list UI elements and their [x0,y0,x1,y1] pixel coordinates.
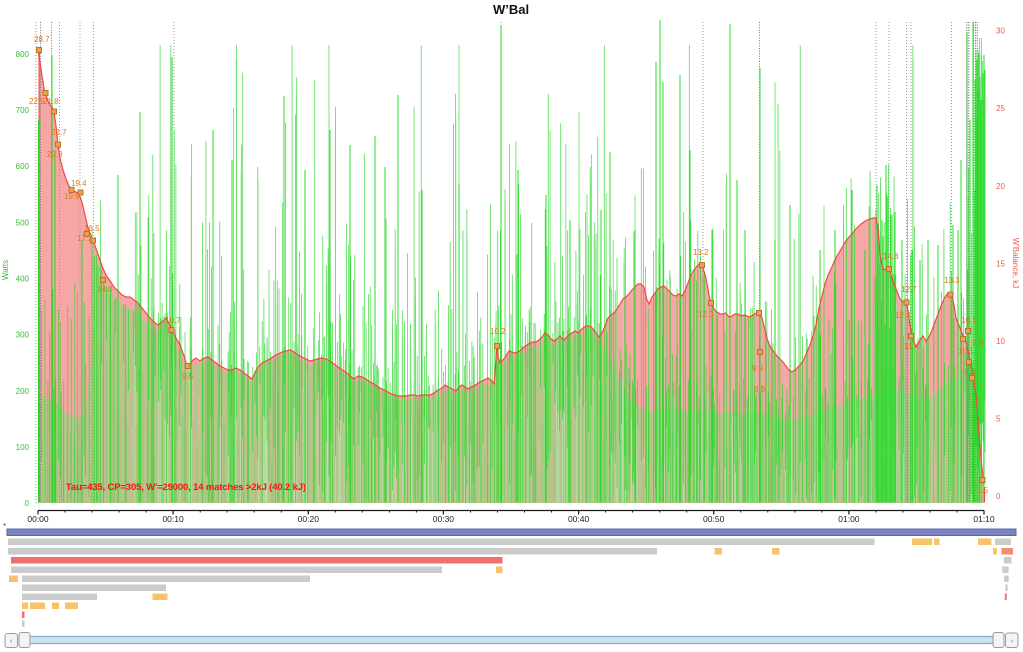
svg-text:19.9: 19.9 [64,192,80,201]
svg-text:9.5: 9.5 [182,372,194,381]
svg-text:*: * [3,522,6,531]
svg-text:13.3: 13.3 [944,276,960,285]
svg-text:14.0: 14.0 [97,285,113,294]
svg-text:12.7: 12.7 [901,285,917,294]
svg-text:0: 0 [25,499,30,508]
svg-text:W’Bal: W’Bal [493,2,529,17]
svg-text:01:00: 01:00 [838,514,860,524]
svg-text:20: 20 [996,182,1005,191]
svg-text:30: 30 [996,27,1005,36]
svg-text:10.1: 10.1 [958,347,974,356]
svg-text:800: 800 [16,50,30,59]
svg-text:11.4: 11.4 [904,342,920,351]
svg-text:Watts: Watts [1,260,10,280]
svg-text:22.3: 22.3 [47,150,63,159]
svg-text:17.2: 17.2 [77,234,93,243]
svg-text:00:10: 00:10 [162,514,184,524]
svg-text:12.3: 12.3 [698,310,714,319]
svg-text:Tau=435, CP=305, W'=29000, 14: Tau=435, CP=305, W'=29000, 14 matches >2… [66,482,306,493]
svg-text:10.2: 10.2 [490,327,506,336]
svg-text:500: 500 [16,218,30,227]
svg-text:12.4: 12.4 [895,311,911,320]
svg-text:9.8: 9.8 [972,339,984,348]
svg-text:15: 15 [996,259,1005,268]
svg-text:28.7: 28.7 [34,35,50,44]
svg-text:300: 300 [16,331,30,340]
svg-text:100: 100 [16,443,30,452]
svg-text:00:50: 00:50 [703,514,725,524]
svg-text:01:10: 01:10 [973,514,995,524]
svg-text:600: 600 [16,162,30,171]
svg-text:14.8: 14.8 [883,252,899,261]
svg-text:21.8: 21.8 [43,97,59,106]
svg-text:9.9: 9.9 [752,364,764,373]
svg-text:›: › [1011,638,1014,645]
svg-text:00:40: 00:40 [568,514,590,524]
svg-text:1.5: 1.5 [977,486,989,495]
svg-text:‹: ‹ [10,638,13,645]
svg-text:10.7: 10.7 [165,316,181,325]
svg-text:5: 5 [996,415,1001,424]
svg-text:00:00: 00:00 [27,514,49,524]
svg-text:8.9: 8.9 [754,385,766,394]
svg-text:00:20: 00:20 [298,514,320,524]
svg-text:8.8: 8.8 [964,368,976,377]
svg-text:25: 25 [996,104,1005,113]
svg-text:W'Balance, kJ: W'Balance, kJ [1011,238,1020,288]
svg-text:19.4: 19.4 [71,179,87,188]
svg-text:10: 10 [996,337,1005,346]
svg-text:400: 400 [16,275,30,284]
svg-text:10.8: 10.8 [961,316,977,325]
svg-text:16.5: 16.5 [84,224,100,233]
svg-text:00:30: 00:30 [433,514,455,524]
svg-text:13.2: 13.2 [693,248,709,257]
svg-text:22.7: 22.7 [51,128,67,137]
svg-text:200: 200 [16,387,30,396]
svg-text:0: 0 [996,492,1001,501]
svg-text:22.5: 22.5 [29,97,45,106]
svg-text:700: 700 [16,106,30,115]
